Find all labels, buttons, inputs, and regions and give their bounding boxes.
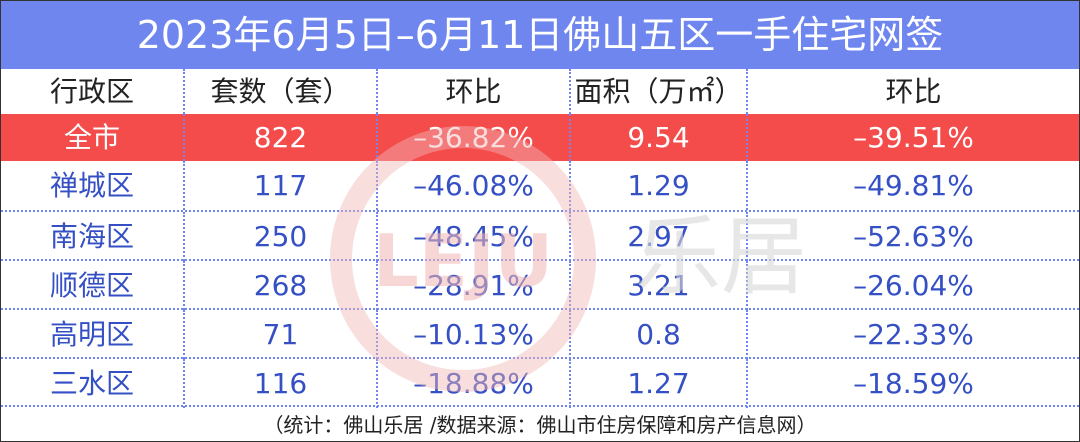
table-cell: 1.27: [569, 359, 746, 408]
table-row: 禅城区 117 –46.08% 1.29 –49.81%: [1, 161, 1079, 210]
table-cell: –18.59%: [746, 359, 1079, 408]
table-cell: –49.81%: [746, 161, 1079, 210]
table-cell: 1.29: [569, 161, 746, 210]
table-row: 南海区 250 –48.45% 2.97 –52.63%: [1, 210, 1079, 261]
table-cell: 117: [183, 161, 376, 210]
table-row: 顺德区 268 –28.91% 3.21 –26.04%: [1, 259, 1079, 310]
table-cell: 三水区: [49, 367, 134, 400]
table-cell: 3.21: [569, 261, 746, 310]
table-cell: –26.04%: [746, 261, 1079, 310]
table-cell: –18.88%: [376, 359, 569, 408]
table-cell: 2.97: [569, 212, 746, 261]
title: 2023年6月5日–6月11日佛山五区一手住宅网签: [1, 1, 1079, 69]
table-row: 高明区 71 –10.13% 0.8 –22.33%: [1, 308, 1079, 359]
table-cell: –46.08%: [376, 161, 569, 210]
table-cell: 环比: [746, 69, 1079, 114]
table-cell: 全市: [63, 121, 120, 154]
table-cell: 面积（万㎡）: [569, 69, 746, 114]
table-cell: 行政区: [49, 75, 134, 108]
table-cell: 环比: [376, 69, 569, 114]
table-cell: 116: [183, 359, 376, 408]
table-cell: –39.51%: [746, 114, 1079, 161]
table-cell: –52.63%: [746, 212, 1079, 261]
table-cell: –10.13%: [376, 310, 569, 359]
table-cell: 套数（套）: [183, 69, 376, 114]
table-cell: –28.91%: [376, 261, 569, 310]
footer: （统计：佛山乐居 /数据来源：佛山市住房保障和房产信息网）: [1, 405, 1079, 441]
table-row: 全市 822 –36.82% 9.54 –39.51%: [1, 114, 1079, 161]
table-cell: 9.54: [569, 114, 746, 161]
table-row: 行政区 套数（套） 环比 面积（万㎡） 环比: [1, 69, 1079, 114]
table-cell: 0.8: [569, 310, 746, 359]
table-cell: –48.45%: [376, 212, 569, 261]
table-cell: 禅城区: [49, 169, 134, 202]
table-cell: 南海区: [49, 220, 134, 253]
table-cell: –36.82%: [376, 114, 569, 161]
table-cell: 822: [183, 114, 376, 161]
table-row: 三水区 116 –18.88% 1.27 –18.59%: [1, 357, 1079, 408]
table-cell: –22.33%: [746, 310, 1079, 359]
table-cell: 顺德区: [49, 269, 134, 302]
table-cell: 高明区: [49, 318, 134, 351]
table-cell: 71: [183, 310, 376, 359]
table-cell: 268: [183, 261, 376, 310]
table-cell: 250: [183, 212, 376, 261]
